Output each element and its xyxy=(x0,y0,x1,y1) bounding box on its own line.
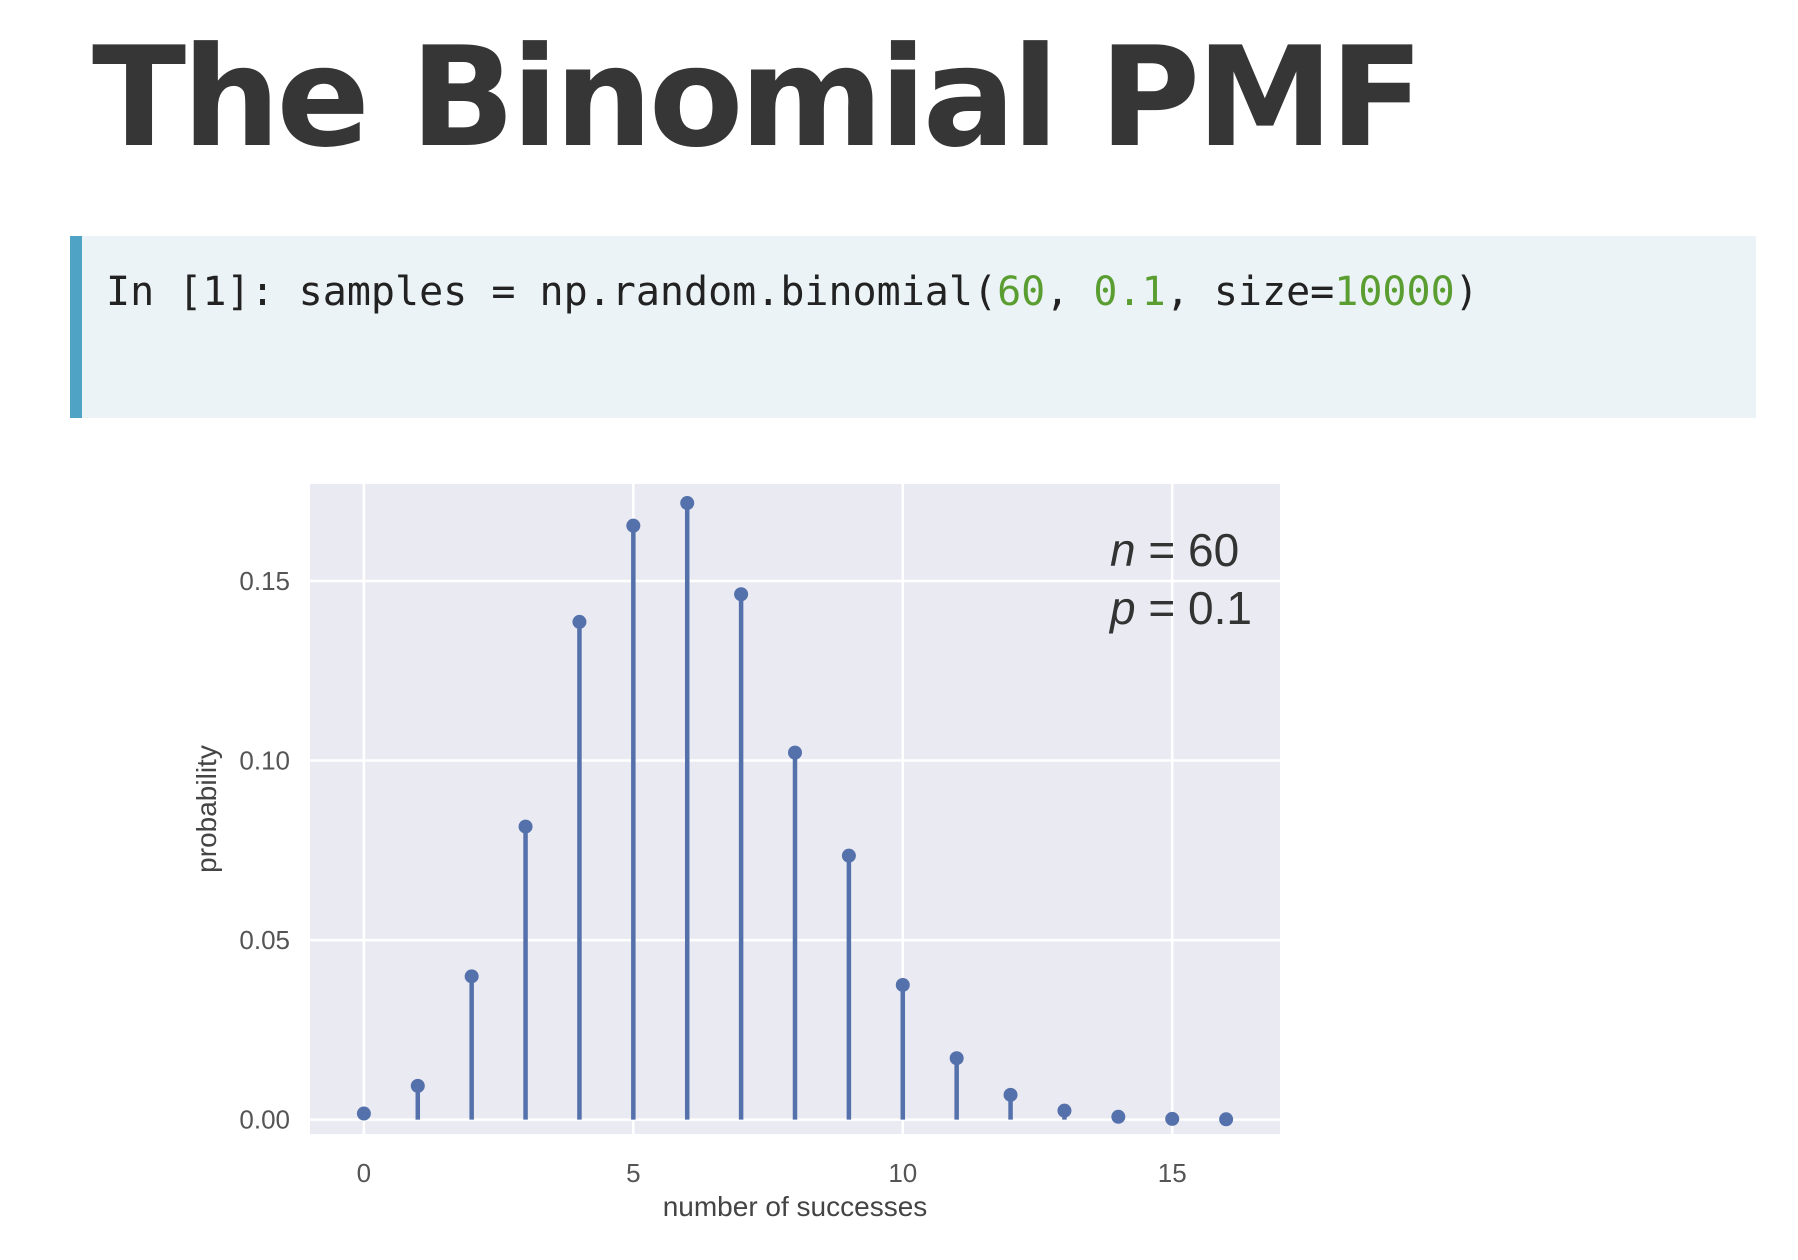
y-axis-label: probability xyxy=(191,745,222,873)
x-tick-label: 15 xyxy=(1158,1158,1187,1188)
stem-marker xyxy=(895,977,910,992)
code-arg-size: 10000 xyxy=(1334,269,1455,315)
stems xyxy=(356,496,1234,1127)
y-tick-label: 0.00 xyxy=(239,1105,290,1135)
stem-marker xyxy=(788,745,802,760)
x-axis-label: number of successes xyxy=(663,1191,928,1222)
annotation-p: p = 0.1 xyxy=(1108,582,1252,634)
code-sep-1: , xyxy=(1045,269,1094,315)
stem-marker xyxy=(518,819,533,834)
y-tick-labels: 0.00 0.05 0.10 0.15 xyxy=(239,566,290,1135)
stem-14 xyxy=(1111,1109,1126,1124)
stem-marker xyxy=(626,518,641,533)
stem-marker xyxy=(680,496,695,511)
annotation-p-eq: = xyxy=(1136,582,1188,634)
code-line: In [1]: samples = np.random.binomial(60,… xyxy=(106,272,1479,312)
stem-8 xyxy=(788,745,802,1120)
stem-13 xyxy=(1057,1103,1072,1120)
y-tick-label: 0.15 xyxy=(239,566,290,596)
x-tick-labels: 0 5 10 15 xyxy=(357,1158,1187,1188)
stem-3 xyxy=(518,819,533,1120)
stem-5 xyxy=(626,518,641,1120)
stem-10 xyxy=(895,977,910,1120)
stem-marker xyxy=(841,848,856,863)
annotation-p-var: p xyxy=(1108,582,1136,634)
stem-16 xyxy=(1219,1112,1234,1127)
stem-marker xyxy=(572,614,587,629)
stem-marker xyxy=(1003,1087,1018,1102)
y-tick-label: 0.10 xyxy=(239,746,290,776)
stem-marker xyxy=(464,969,479,984)
y-tick-label: 0.05 xyxy=(239,925,290,955)
code-prompt: In [1]: xyxy=(106,269,275,315)
stem-4 xyxy=(572,614,587,1120)
stem-marker xyxy=(410,1078,425,1093)
stem-9 xyxy=(841,848,856,1120)
stem-6 xyxy=(680,496,695,1120)
stem-marker xyxy=(1057,1103,1072,1118)
stem-marker xyxy=(949,1051,964,1066)
stem-marker xyxy=(1165,1111,1180,1126)
annotation-n: n = 60 xyxy=(1110,524,1239,576)
stem-marker xyxy=(1219,1112,1234,1127)
annotation-n-var: n xyxy=(1110,524,1136,576)
stem-11 xyxy=(949,1051,964,1120)
stem-15 xyxy=(1165,1111,1180,1126)
code-arg-p: 0.1 xyxy=(1093,269,1166,315)
slide-title: The Binomial PMF xyxy=(92,17,1424,178)
code-sep-2: , size= xyxy=(1165,269,1335,315)
code-cell xyxy=(70,236,1756,418)
annotation-p-value: 0.1 xyxy=(1188,582,1252,634)
x-tick-label: 5 xyxy=(626,1158,640,1188)
stem-marker xyxy=(734,587,749,602)
code-after: ) xyxy=(1454,269,1479,315)
code-before: samples = np.random.binomial( xyxy=(298,269,998,315)
stem-12 xyxy=(1003,1087,1018,1120)
stem-1 xyxy=(410,1078,425,1120)
stem-2 xyxy=(464,969,479,1120)
stem-7 xyxy=(734,587,749,1120)
code-arg-n: 60 xyxy=(997,269,1046,315)
stem-0 xyxy=(356,1106,371,1121)
x-tick-label: 10 xyxy=(888,1158,917,1188)
annotation-n-value: 60 xyxy=(1188,524,1239,576)
stem-marker xyxy=(1111,1109,1126,1124)
x-tick-label: 0 xyxy=(357,1158,371,1188)
annotation-n-eq: = xyxy=(1136,524,1188,576)
stem-marker xyxy=(356,1106,371,1121)
